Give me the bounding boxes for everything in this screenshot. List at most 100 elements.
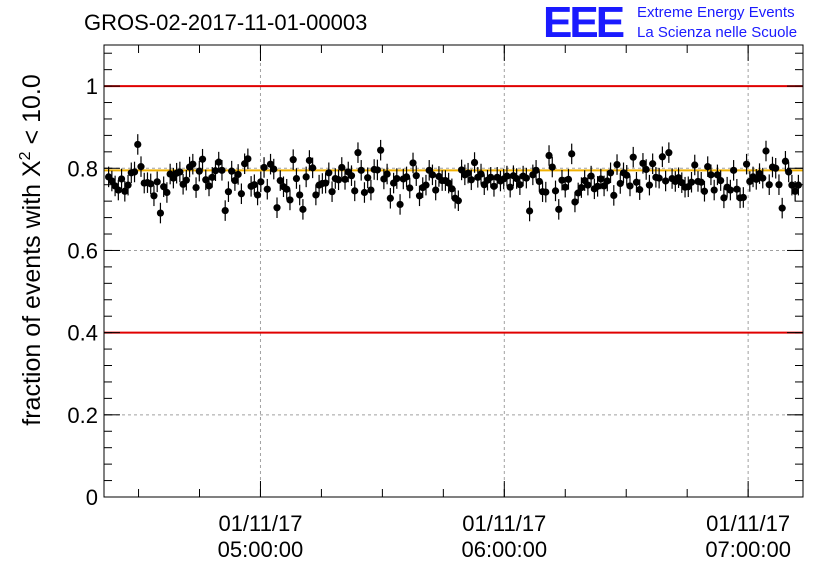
data-point [785, 168, 793, 176]
x-tick-label-time: 07:00:00 [705, 537, 791, 562]
data-point [328, 188, 336, 196]
data-point [788, 181, 796, 189]
data-point [603, 177, 611, 185]
data-point [545, 151, 553, 160]
data-point [276, 177, 284, 185]
data-point [250, 181, 258, 189]
data-point [114, 186, 122, 194]
data-point [377, 146, 385, 154]
data-point [445, 179, 453, 187]
data-point [373, 166, 381, 174]
data-point [623, 171, 631, 179]
data-point [765, 181, 773, 189]
data-point [432, 186, 440, 194]
data-point [642, 165, 650, 174]
x-tick-label-date: 01/11/17 [706, 511, 790, 536]
data-point [574, 189, 582, 197]
data-point [270, 165, 278, 173]
data-point [629, 153, 637, 161]
data-point [707, 171, 715, 179]
data-point [347, 172, 356, 180]
y-tick-label: 1 [86, 74, 98, 99]
data-point [697, 178, 705, 186]
data-point [296, 191, 304, 199]
data-point [464, 169, 472, 177]
data-point [772, 164, 780, 172]
data-point [224, 188, 233, 196]
data-point [613, 160, 621, 169]
data-point [231, 177, 239, 185]
data-point [396, 200, 404, 209]
data-point [134, 140, 142, 149]
data-point [221, 206, 229, 215]
data-points [105, 134, 802, 224]
data-point [137, 163, 145, 171]
data-point [302, 173, 310, 181]
data-point [542, 188, 550, 196]
data-point [428, 171, 437, 179]
data-point [312, 191, 320, 199]
data-point [237, 190, 245, 198]
x-tick-label-date: 01/11/17 [462, 511, 546, 536]
data-point [198, 155, 207, 163]
data-point [568, 150, 576, 158]
data-point [636, 186, 644, 194]
data-point [781, 157, 790, 165]
data-point [163, 188, 171, 197]
data-point [548, 163, 556, 171]
data-point [156, 209, 165, 217]
data-point [587, 172, 595, 180]
data-point [341, 175, 349, 183]
data-point [726, 186, 734, 194]
eee-logo-mark: EEE [543, 0, 625, 47]
data-point [130, 168, 139, 176]
data-point [632, 178, 641, 186]
data-point [228, 167, 236, 175]
data-point [351, 187, 359, 195]
data-point [791, 187, 799, 195]
eee-logo: EEE Extreme Energy Events La Scienza nel… [543, 0, 833, 47]
data-point [253, 191, 262, 199]
data-point [535, 177, 543, 186]
x-tick-label-date: 01/11/17 [218, 511, 302, 536]
data-point [720, 194, 728, 202]
data-point [192, 183, 200, 192]
chart-title: GROS-02-2017-11-01-00003 [84, 10, 368, 35]
data-point [739, 193, 747, 202]
data-point [561, 183, 569, 191]
data-point [522, 174, 530, 182]
data-point [357, 166, 365, 174]
logo-line-1: Extreme Energy Events [637, 4, 795, 21]
data-point [610, 191, 618, 199]
data-point [526, 207, 534, 215]
data-point [487, 173, 495, 181]
data-point [454, 197, 462, 205]
data-point [649, 160, 657, 168]
data-point [506, 183, 514, 191]
data-point [386, 194, 394, 202]
data-point [195, 167, 203, 175]
data-point [516, 181, 524, 189]
data-point [360, 188, 369, 197]
data-point [273, 204, 281, 212]
data-point [234, 170, 242, 179]
data-point [658, 153, 666, 161]
data-point [571, 198, 579, 206]
data-point [321, 179, 330, 187]
data-point [551, 187, 560, 195]
data-point [257, 178, 265, 186]
data-point [704, 163, 712, 171]
data-point [208, 173, 216, 181]
data-point [292, 174, 301, 183]
data-point [121, 187, 129, 195]
data-point [147, 180, 155, 188]
data-point [555, 205, 563, 213]
data-point [305, 156, 313, 165]
data-point [153, 178, 161, 186]
axis-ticks [104, 45, 803, 498]
data-point [364, 174, 372, 182]
data-point [412, 172, 420, 180]
data-point [577, 183, 586, 192]
y-tick-label: 0.4 [67, 321, 98, 346]
data-point [260, 163, 268, 172]
